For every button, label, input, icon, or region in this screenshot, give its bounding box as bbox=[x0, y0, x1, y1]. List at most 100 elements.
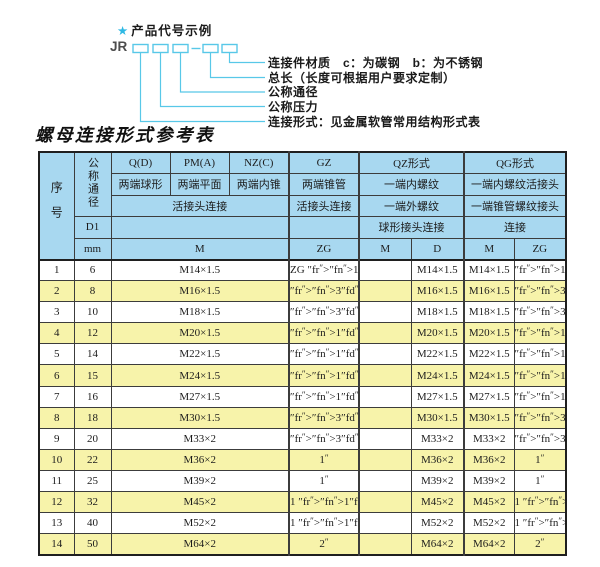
header-cell-empty bbox=[110, 216, 290, 239]
cell-qg-zg: 1 ″fr″>″fn″>1″fd″>4″ bbox=[513, 491, 567, 514]
table-title: 螺母连接形式参考表 bbox=[35, 125, 215, 145]
cell-m: M22×1.5 bbox=[110, 343, 290, 366]
cell-dn: 40 bbox=[73, 512, 112, 535]
header-qz-desc1: 一端内螺纹 bbox=[357, 173, 465, 196]
cell-seq: 14 bbox=[38, 533, 75, 556]
header-pm-desc: 两端平面 bbox=[169, 173, 230, 196]
cell-dn: 12 bbox=[73, 322, 112, 345]
cell-m: M27×1.5 bbox=[110, 385, 290, 408]
code-box bbox=[152, 43, 169, 54]
diagram-title: ★ 产品代号示例 bbox=[117, 20, 212, 39]
cell-dn: 8 bbox=[73, 280, 112, 303]
cell-gz: ″fr″>″fn″>3″fd″>4″ bbox=[288, 427, 360, 450]
cell-qz-d: M33×2 bbox=[410, 427, 465, 450]
diagram-label-pressure: 公称压力 bbox=[268, 100, 319, 114]
cell-seq: 11 bbox=[38, 469, 75, 493]
cell-qz-d: M39×2 bbox=[410, 469, 465, 493]
leader-line bbox=[228, 52, 265, 64]
header-qz: QZ形式 bbox=[357, 151, 465, 174]
table-row: 412M20×1.5″fr″>″fn″>1″fd″>2″M20×1.5M20×1… bbox=[38, 322, 567, 345]
header-dn: 公称通径 bbox=[73, 151, 112, 217]
cell-seq: 2 bbox=[38, 280, 75, 303]
header-d2: D bbox=[410, 237, 465, 260]
cell-qz-d: M22×1.5 bbox=[410, 343, 465, 366]
cell-qg-m: M20×1.5 bbox=[463, 322, 515, 345]
header-qg-desc1: 一端内螺纹活接头 bbox=[463, 173, 567, 196]
cell-m: M24×1.5 bbox=[110, 364, 290, 387]
cell-gz: ″fr″>″fn″>1″fd″>2″ bbox=[288, 322, 360, 345]
cell-qz-m bbox=[358, 427, 412, 450]
cell-dn: 32 bbox=[73, 491, 112, 514]
header-mm: mm bbox=[73, 237, 112, 260]
cell-dn: 25 bbox=[73, 469, 112, 493]
header-pm: PM(A) bbox=[169, 151, 230, 174]
leader-lines-graphic bbox=[132, 43, 265, 123]
cell-qz-m bbox=[358, 343, 412, 366]
cell-qz-d: M45×2 bbox=[410, 491, 465, 514]
code-box bbox=[221, 43, 238, 54]
cell-m: M64×2 bbox=[110, 533, 290, 556]
cell-qz-d: M20×1.5 bbox=[410, 322, 465, 345]
cell-qg-zg: ″fr″>″fn″>1″fd″>2″ bbox=[513, 385, 567, 408]
reference-table: 序号 公称通径 Q(D) PM(A) NZ(C) GZ QZ形式 QG形式 两端… bbox=[38, 151, 568, 556]
cell-dn: 22 bbox=[73, 448, 112, 471]
cell-dn: 18 bbox=[73, 406, 112, 429]
cell-qg-zg: ″fr″>″fn″>1″fd″>2″ bbox=[513, 343, 567, 366]
leader-line bbox=[209, 52, 265, 79]
header-qz-desc2: 一端外螺纹 bbox=[357, 194, 465, 217]
cell-qg-zg: ″fr″>″fn″>3″fd″>8″ bbox=[513, 280, 567, 303]
header-m3: M bbox=[463, 237, 515, 260]
cell-m: M16×1.5 bbox=[110, 280, 290, 303]
header-m2: M bbox=[358, 237, 412, 260]
cell-gz: ″fr″>″fn″>1″fd″>2″ bbox=[288, 364, 360, 387]
code-box bbox=[132, 43, 149, 54]
diagram-label-length: 总长（长度可根据用户要求定制） bbox=[268, 71, 456, 85]
cell-qg-zg: 1 ″fr″>″fn″>1″fd″>2″ bbox=[513, 512, 567, 535]
cell-qg-m: M33×2 bbox=[463, 427, 515, 450]
cell-gz: ″fr″>″fn″>3″fd″>8″ bbox=[288, 280, 360, 303]
cell-qz-d: M52×2 bbox=[410, 512, 465, 535]
cell-gz: ″fr″>″fn″>3″fd″>8″ bbox=[288, 301, 360, 324]
leader-line bbox=[159, 52, 265, 108]
cell-qz-m bbox=[358, 385, 412, 408]
cell-gz: ZG ″fr″>″fn″>1″fd″>4″ bbox=[288, 258, 360, 282]
cell-qg-m: M30×1.5 bbox=[463, 406, 515, 429]
cell-seq: 4 bbox=[38, 322, 75, 345]
cell-qz-m bbox=[358, 280, 412, 303]
cell-qz-m bbox=[358, 448, 412, 471]
cell-m: M52×2 bbox=[110, 512, 290, 535]
cell-qz-m bbox=[358, 406, 412, 429]
cell-seq: 12 bbox=[38, 491, 75, 514]
cell-dn: 15 bbox=[73, 364, 112, 387]
cell-dn: 10 bbox=[73, 301, 112, 324]
cell-qg-m: M16×1.5 bbox=[463, 280, 515, 303]
cell-qg-zg: ″fr″>″fn″>3″fd″>4″ bbox=[513, 406, 567, 429]
cell-qg-m: M22×1.5 bbox=[463, 343, 515, 366]
header-qz-conn: 球形接头连接 bbox=[357, 216, 465, 239]
cell-qg-m: M52×2 bbox=[463, 512, 515, 535]
cell-seq: 9 bbox=[38, 427, 75, 450]
cell-dn: 14 bbox=[73, 343, 112, 366]
leader-line bbox=[179, 52, 265, 93]
cell-qz-d: M24×1.5 bbox=[410, 364, 465, 387]
cell-gz: ″fr″>″fn″>3″fd″>4″ bbox=[288, 406, 360, 429]
table-row: 920M33×2″fr″>″fn″>3″fd″>4″M33×2M33×2″fr″… bbox=[38, 427, 567, 450]
cell-qg-m: M14×1.5 bbox=[463, 258, 515, 282]
cell-qg-m: M36×2 bbox=[463, 448, 515, 471]
cell-qz-d: M30×1.5 bbox=[410, 406, 465, 429]
cell-qz-m bbox=[358, 491, 412, 514]
cell-qg-zg: ″fr″>″fn″>1″fd″>2″ bbox=[513, 322, 567, 345]
cell-qz-d: M18×1.5 bbox=[410, 301, 465, 324]
diagram-title-text: 产品代号示例 bbox=[131, 24, 213, 38]
cell-qg-m: M27×1.5 bbox=[463, 385, 515, 408]
cell-m: M18×1.5 bbox=[110, 301, 290, 324]
diagram-label-diameter: 公称通径 bbox=[268, 85, 319, 99]
cell-qz-d: M27×1.5 bbox=[410, 385, 465, 408]
cell-qg-m: M24×1.5 bbox=[463, 364, 515, 387]
header-q-desc: 两端球形 bbox=[110, 173, 171, 196]
cell-qz-d: M16×1.5 bbox=[410, 280, 465, 303]
